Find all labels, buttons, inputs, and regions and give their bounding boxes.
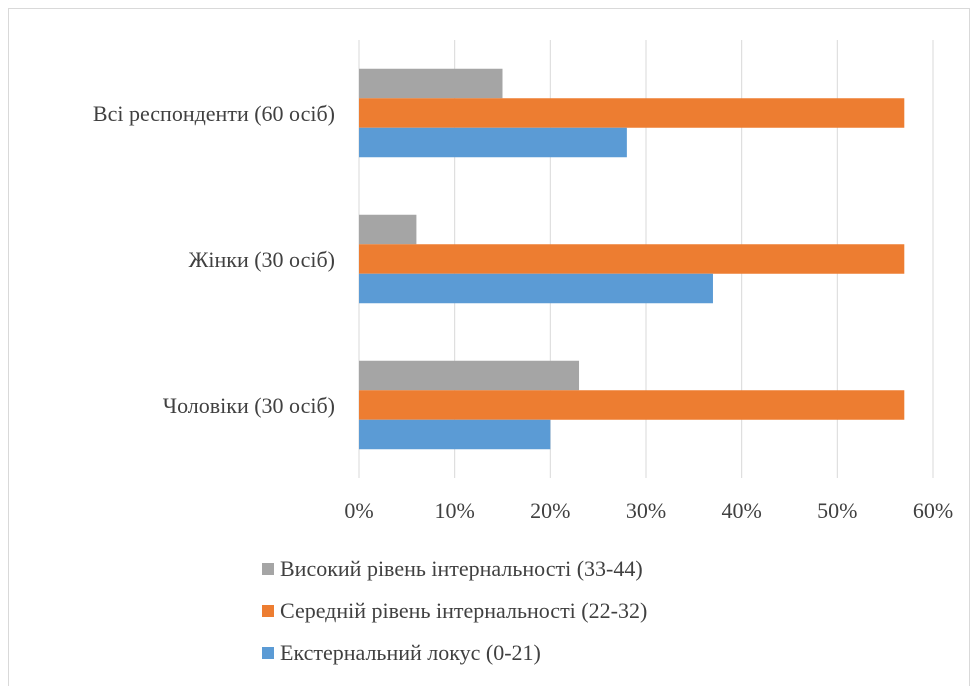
x-tick-label-5: 50%: [817, 498, 857, 523]
x-tick-label-4: 40%: [722, 498, 762, 523]
chart-legend: Високий рівень інтернальності (33-44) Се…: [262, 548, 647, 674]
bar-2-1: [359, 390, 905, 420]
x-tick-label-3: 30%: [626, 498, 666, 523]
bar-2-0: [359, 360, 580, 391]
category-label-0: Всі респонденти (60 осіб): [93, 101, 335, 126]
legend-item-medium: Середній рівень інтернальності (22-32): [262, 590, 647, 632]
bar-0-1: [359, 98, 905, 128]
category-label-2: Чоловіки (30 осіб): [163, 393, 335, 418]
bar-1-2: [359, 273, 713, 304]
x-tick-label-2: 20%: [530, 498, 570, 523]
chart-frame: [8, 8, 970, 686]
legend-item-external: Екстернальний локус (0-21): [262, 632, 647, 674]
legend-swatch-external: [262, 647, 274, 659]
legend-label-medium: Середній рівень інтернальності (22-32): [280, 598, 648, 623]
bar-1-1: [359, 244, 905, 274]
legend-swatch-high: [262, 563, 274, 575]
legend-item-high: Високий рівень інтернальності (33-44): [262, 548, 647, 590]
bar-0-0: [359, 68, 503, 99]
x-tick-label-1: 10%: [435, 498, 475, 523]
bar-2-2: [359, 419, 551, 450]
bar-0-2: [359, 127, 627, 158]
x-tick-label-6: 60%: [913, 498, 953, 523]
category-label-1: Жінки (30 осіб): [189, 247, 335, 272]
legend-swatch-medium: [262, 605, 274, 617]
legend-label-high: Високий рівень інтернальності (33-44): [280, 556, 643, 581]
bar-1-0: [359, 214, 417, 245]
x-tick-label-0: 0%: [344, 498, 373, 523]
legend-label-external: Екстернальний локус (0-21): [280, 640, 541, 665]
